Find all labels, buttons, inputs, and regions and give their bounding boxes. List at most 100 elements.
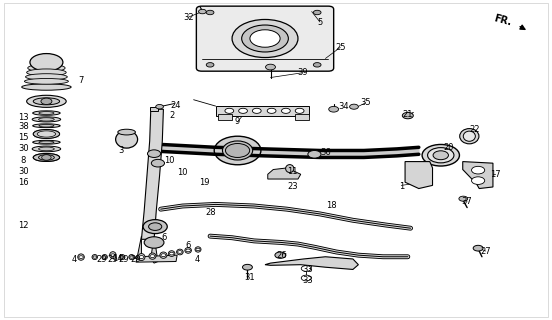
Polygon shape: [141, 109, 163, 239]
Circle shape: [42, 155, 51, 160]
Ellipse shape: [78, 254, 84, 260]
Text: 29: 29: [118, 255, 129, 264]
Text: 28: 28: [206, 208, 216, 217]
Circle shape: [238, 108, 247, 113]
Text: 7: 7: [78, 76, 84, 85]
Text: 18: 18: [326, 202, 336, 211]
Ellipse shape: [250, 30, 280, 47]
Ellipse shape: [185, 248, 192, 253]
Ellipse shape: [33, 111, 60, 115]
Ellipse shape: [160, 252, 167, 258]
Text: 19: 19: [199, 178, 210, 187]
Ellipse shape: [39, 147, 54, 151]
Ellipse shape: [177, 249, 183, 255]
Ellipse shape: [33, 130, 60, 139]
Text: 6: 6: [185, 241, 191, 250]
Polygon shape: [219, 114, 232, 120]
Text: 33: 33: [302, 265, 313, 274]
Ellipse shape: [39, 118, 54, 121]
Ellipse shape: [102, 254, 108, 260]
Circle shape: [156, 105, 163, 109]
Circle shape: [267, 108, 276, 113]
Text: 17: 17: [490, 170, 501, 179]
Text: 4: 4: [195, 255, 200, 264]
Text: 4: 4: [72, 255, 77, 264]
Circle shape: [186, 249, 190, 252]
Ellipse shape: [214, 136, 261, 165]
Ellipse shape: [110, 252, 116, 259]
Circle shape: [206, 63, 214, 67]
FancyBboxPatch shape: [197, 6, 333, 71]
Text: 22: 22: [470, 125, 480, 134]
Text: 11: 11: [287, 167, 298, 176]
Circle shape: [103, 256, 107, 258]
Circle shape: [282, 108, 290, 113]
Circle shape: [471, 166, 485, 174]
Text: 29: 29: [96, 255, 107, 264]
Circle shape: [225, 143, 250, 157]
Ellipse shape: [463, 131, 475, 141]
Circle shape: [252, 108, 261, 113]
Circle shape: [148, 223, 162, 230]
Ellipse shape: [138, 253, 145, 260]
Ellipse shape: [39, 155, 54, 160]
Text: 1: 1: [399, 182, 404, 191]
Circle shape: [349, 104, 358, 109]
Text: 27: 27: [480, 246, 491, 256]
Circle shape: [308, 150, 321, 158]
Text: 23: 23: [287, 182, 298, 191]
Ellipse shape: [115, 131, 137, 148]
Circle shape: [178, 251, 182, 253]
Circle shape: [110, 254, 115, 257]
Ellipse shape: [33, 154, 60, 161]
Text: 15: 15: [18, 133, 29, 142]
Circle shape: [402, 112, 413, 119]
Ellipse shape: [129, 254, 134, 260]
Circle shape: [314, 63, 321, 67]
Text: 29: 29: [131, 255, 141, 264]
Ellipse shape: [422, 144, 459, 166]
Polygon shape: [134, 236, 141, 258]
Circle shape: [242, 264, 252, 270]
Ellipse shape: [119, 254, 125, 260]
Text: 29: 29: [107, 255, 118, 264]
Polygon shape: [463, 162, 493, 188]
Circle shape: [459, 196, 468, 201]
Text: 34: 34: [338, 101, 349, 111]
Ellipse shape: [28, 64, 65, 72]
Circle shape: [473, 245, 483, 251]
Ellipse shape: [433, 151, 448, 160]
Text: 39: 39: [297, 68, 307, 77]
Ellipse shape: [33, 124, 60, 128]
Circle shape: [139, 256, 144, 259]
Text: 3: 3: [119, 146, 124, 155]
Text: 32: 32: [183, 13, 193, 22]
Text: 37: 37: [462, 197, 473, 206]
Ellipse shape: [39, 124, 54, 127]
Text: 20: 20: [444, 143, 454, 152]
Text: 25: 25: [335, 43, 346, 52]
Ellipse shape: [428, 148, 454, 163]
Circle shape: [147, 150, 161, 157]
Circle shape: [41, 98, 52, 105]
Circle shape: [301, 266, 311, 271]
Text: 12: 12: [18, 220, 29, 229]
Circle shape: [295, 108, 304, 113]
Ellipse shape: [33, 140, 60, 144]
Ellipse shape: [30, 53, 63, 71]
Ellipse shape: [33, 130, 60, 139]
Polygon shape: [150, 107, 158, 111]
Polygon shape: [216, 106, 309, 116]
Polygon shape: [136, 255, 177, 262]
Ellipse shape: [460, 129, 479, 144]
Ellipse shape: [33, 154, 60, 161]
Circle shape: [206, 10, 214, 15]
Ellipse shape: [32, 146, 61, 152]
Ellipse shape: [32, 117, 61, 122]
Circle shape: [120, 256, 124, 258]
Circle shape: [199, 9, 206, 14]
Ellipse shape: [25, 74, 67, 80]
Polygon shape: [155, 144, 419, 157]
Polygon shape: [405, 162, 433, 188]
Circle shape: [150, 255, 155, 258]
